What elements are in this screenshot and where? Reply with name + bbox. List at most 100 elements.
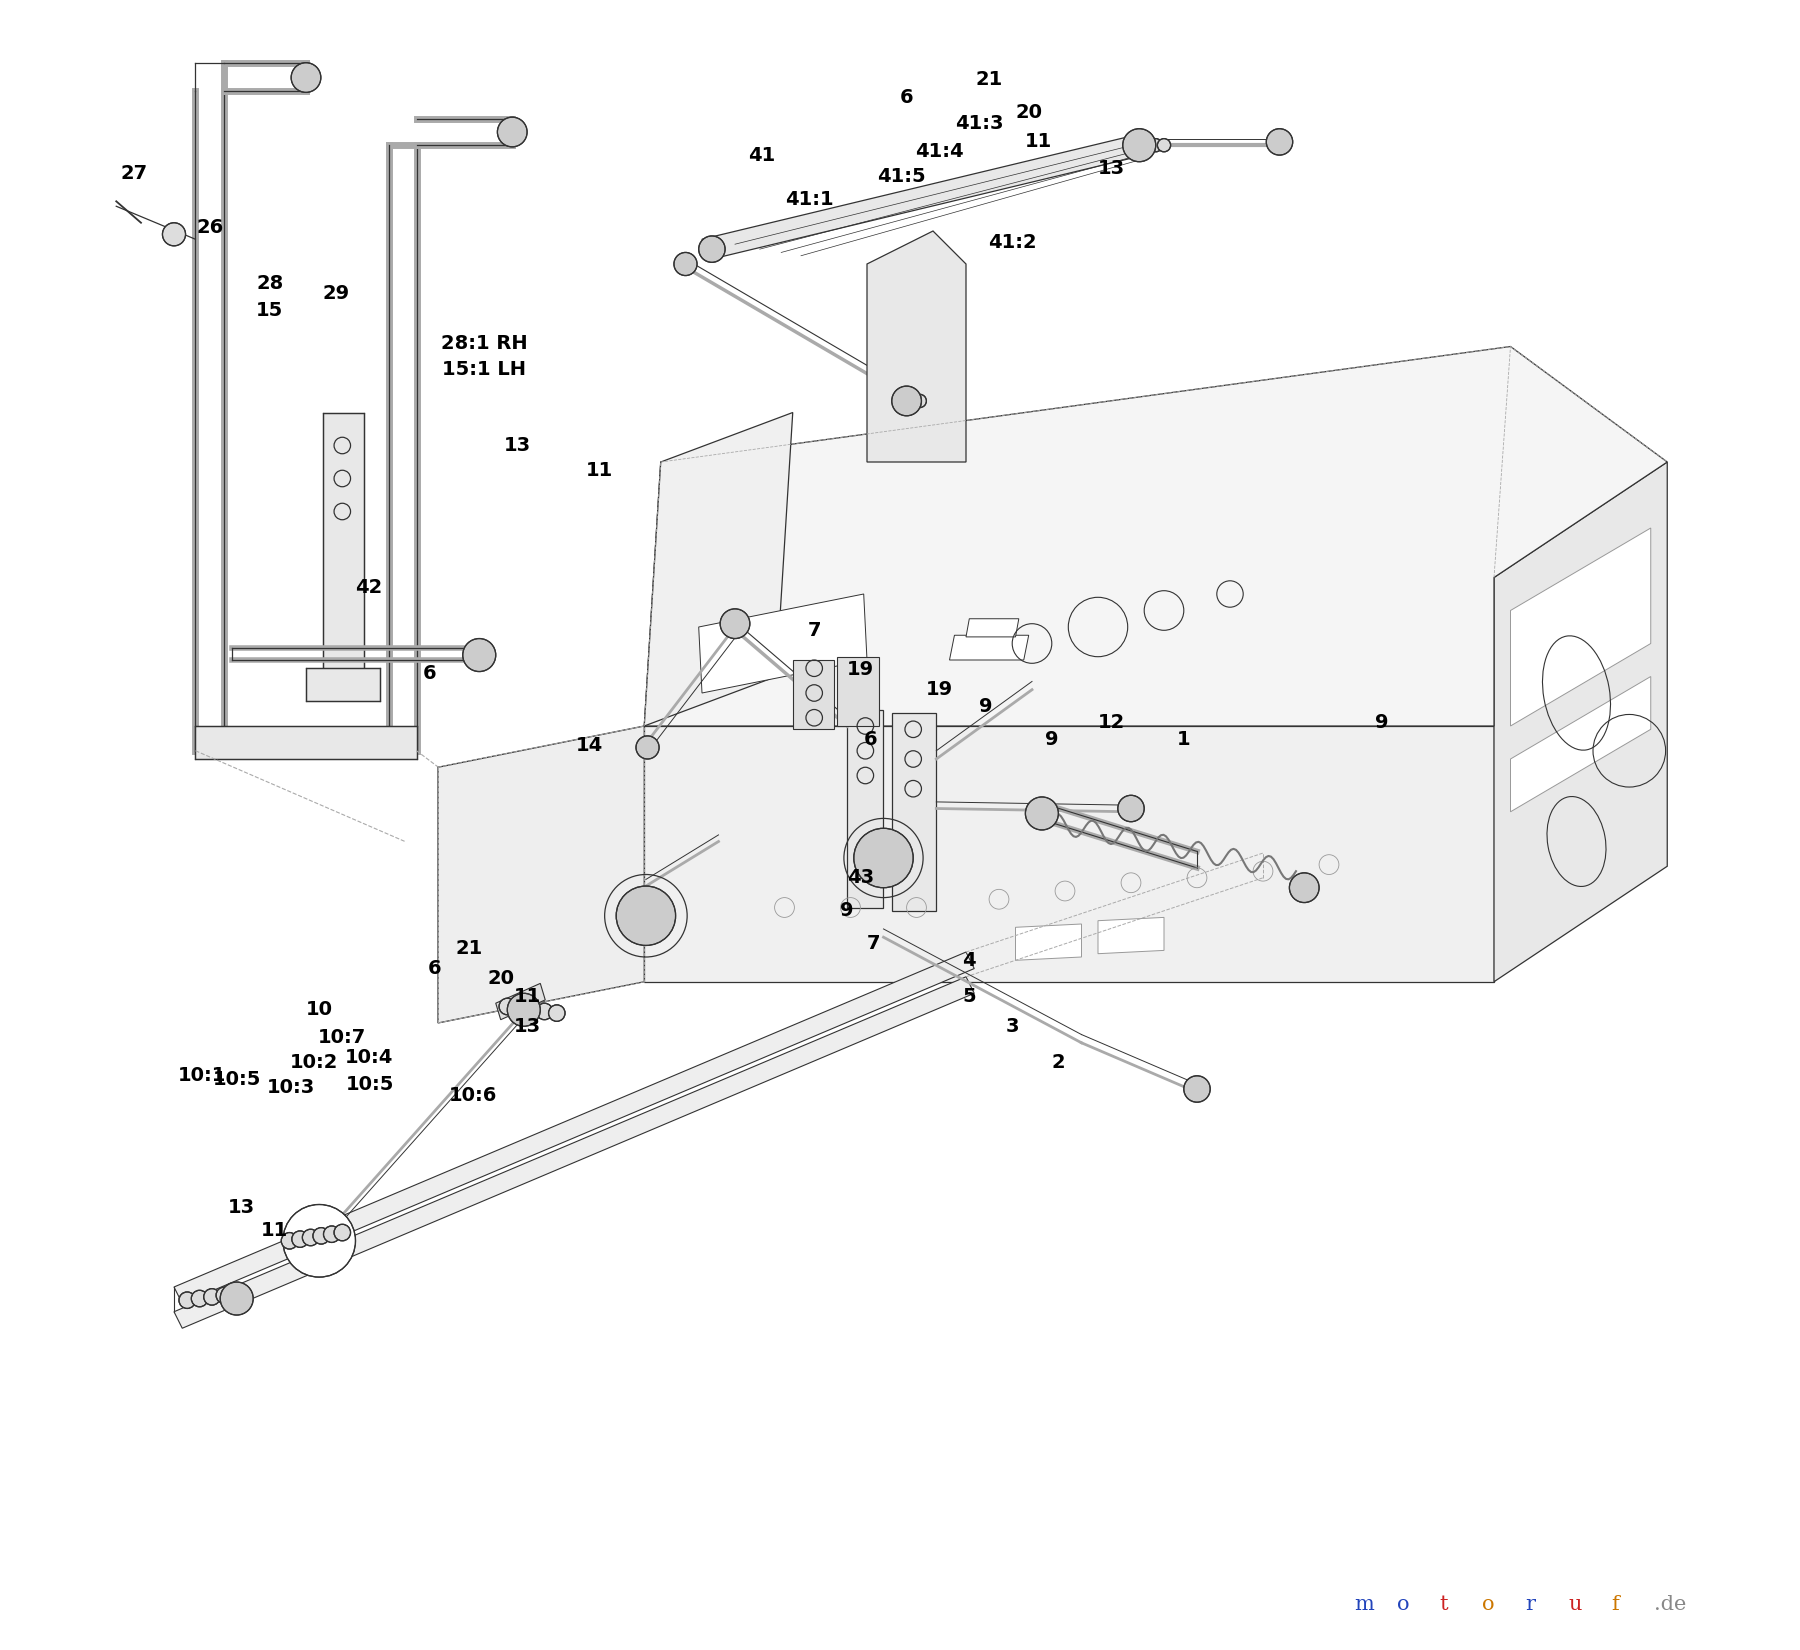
Polygon shape [1494, 462, 1667, 982]
Text: 10:2: 10:2 [290, 1053, 338, 1072]
Polygon shape [848, 710, 884, 908]
Polygon shape [792, 660, 833, 729]
Text: 11: 11 [261, 1221, 288, 1241]
Circle shape [463, 639, 495, 672]
Text: 6: 6 [900, 87, 913, 107]
Polygon shape [175, 977, 974, 1328]
Circle shape [203, 1289, 220, 1305]
Text: 10: 10 [306, 1000, 333, 1020]
Text: 28:1 RH: 28:1 RH [441, 333, 527, 353]
Polygon shape [1510, 676, 1651, 812]
Text: 41:5: 41:5 [877, 167, 925, 186]
Polygon shape [967, 619, 1019, 637]
Text: 21: 21 [455, 939, 482, 959]
Circle shape [853, 828, 913, 888]
Text: 43: 43 [846, 868, 875, 888]
Polygon shape [437, 726, 644, 1023]
Circle shape [635, 736, 659, 759]
Text: 2: 2 [1051, 1053, 1066, 1072]
Circle shape [335, 1224, 351, 1241]
Text: 6: 6 [864, 729, 877, 749]
Text: 19: 19 [846, 660, 875, 680]
Circle shape [720, 609, 751, 639]
Circle shape [499, 998, 515, 1015]
Text: 10:5: 10:5 [346, 1074, 394, 1094]
Text: 11: 11 [513, 987, 540, 1006]
Polygon shape [644, 346, 1667, 726]
Polygon shape [175, 952, 974, 1304]
Circle shape [324, 1226, 340, 1242]
Circle shape [302, 1229, 319, 1246]
Circle shape [292, 1231, 308, 1247]
Text: 5: 5 [963, 987, 976, 1006]
Text: 11: 11 [1024, 132, 1053, 152]
Polygon shape [1098, 917, 1165, 954]
Text: 9: 9 [979, 696, 992, 716]
Circle shape [1265, 129, 1292, 155]
Circle shape [616, 886, 675, 945]
Text: 13: 13 [513, 1016, 540, 1036]
Circle shape [178, 1292, 196, 1308]
Circle shape [497, 117, 527, 147]
Text: 6: 6 [423, 663, 437, 683]
Text: 3: 3 [1006, 1016, 1019, 1036]
Circle shape [524, 1002, 540, 1018]
Polygon shape [196, 726, 416, 759]
Text: 41:2: 41:2 [988, 233, 1037, 252]
Text: 42: 42 [355, 578, 382, 597]
Circle shape [297, 1219, 340, 1262]
Circle shape [162, 223, 185, 246]
Text: 29: 29 [322, 284, 349, 304]
Text: t: t [1440, 1594, 1449, 1614]
Polygon shape [322, 412, 364, 676]
Circle shape [891, 386, 922, 416]
Circle shape [893, 394, 907, 408]
Text: 28: 28 [256, 274, 283, 294]
Circle shape [1148, 139, 1163, 152]
Text: 41:4: 41:4 [914, 142, 965, 162]
Polygon shape [1015, 924, 1082, 960]
Polygon shape [837, 657, 878, 726]
Circle shape [698, 236, 725, 262]
Text: 13: 13 [1098, 158, 1125, 178]
Circle shape [536, 1003, 553, 1020]
Text: o: o [1483, 1594, 1496, 1614]
Text: 19: 19 [925, 680, 954, 700]
Circle shape [1026, 797, 1058, 830]
Text: 9: 9 [1046, 729, 1058, 749]
Text: 27: 27 [121, 163, 148, 183]
Polygon shape [868, 231, 967, 462]
Polygon shape [306, 668, 380, 701]
Circle shape [292, 63, 320, 92]
Text: 12: 12 [1098, 713, 1125, 733]
Text: 26: 26 [196, 218, 223, 238]
Text: m: m [1354, 1594, 1373, 1614]
Polygon shape [495, 983, 545, 1020]
Circle shape [281, 1233, 297, 1249]
Text: 7: 7 [868, 934, 880, 954]
Text: 6: 6 [428, 959, 441, 978]
Circle shape [1118, 795, 1145, 822]
Circle shape [913, 394, 927, 408]
Text: 9: 9 [1375, 713, 1388, 733]
Polygon shape [702, 135, 1145, 259]
Text: .de: .de [1654, 1594, 1687, 1614]
Text: 11: 11 [587, 460, 614, 480]
Circle shape [283, 1204, 356, 1277]
Circle shape [191, 1290, 207, 1307]
Circle shape [313, 1228, 329, 1244]
Circle shape [1289, 873, 1319, 903]
Text: r: r [1525, 1594, 1535, 1614]
Text: o: o [1397, 1594, 1409, 1614]
Circle shape [511, 1000, 527, 1016]
Text: 41: 41 [747, 145, 776, 165]
Text: 21: 21 [976, 69, 1003, 89]
Text: 10:3: 10:3 [266, 1077, 315, 1097]
Circle shape [1123, 129, 1156, 162]
Text: 41:3: 41:3 [956, 114, 1003, 134]
Text: f: f [1611, 1594, 1618, 1614]
Circle shape [229, 1285, 245, 1302]
Polygon shape [950, 635, 1028, 660]
Text: 15: 15 [256, 300, 283, 320]
Text: 20: 20 [488, 969, 515, 988]
